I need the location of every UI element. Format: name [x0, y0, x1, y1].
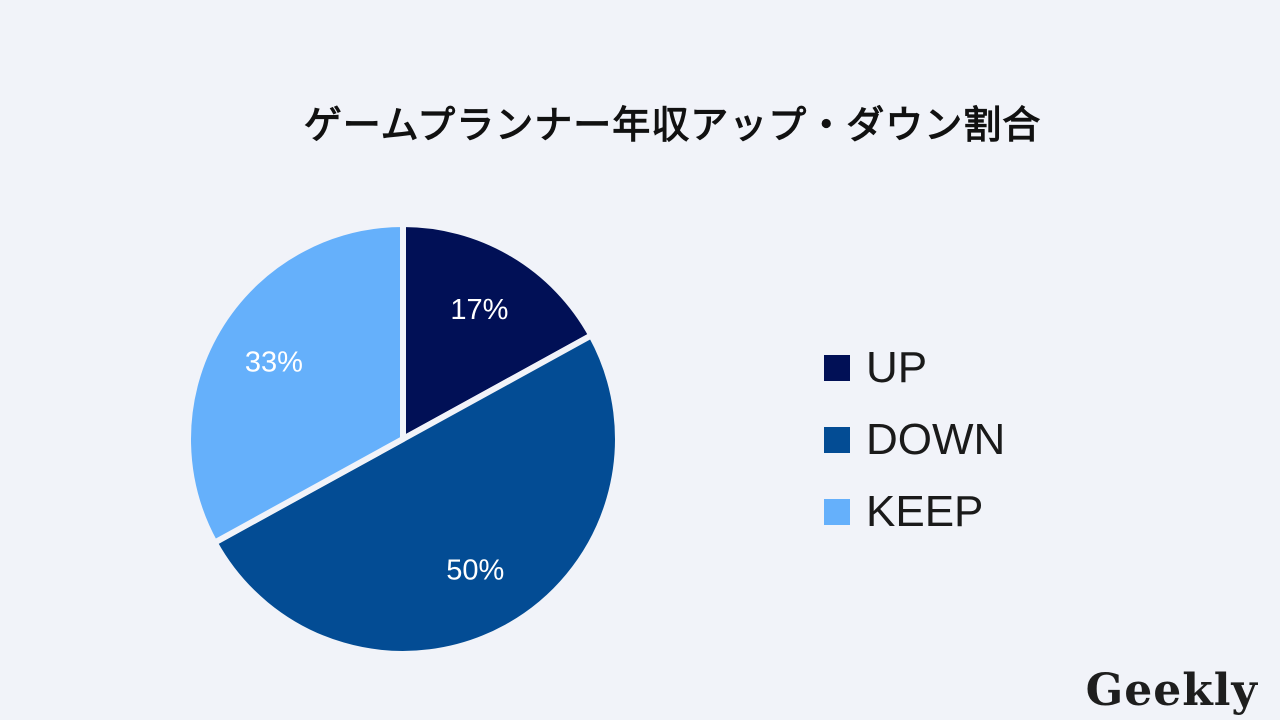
legend-item-up: UP [824, 332, 1005, 404]
pie-slice-keep [185, 221, 406, 546]
chart-legend: UP DOWN KEEP [824, 332, 1005, 548]
data-label-up: 17% [450, 294, 508, 326]
legend-swatch-up [824, 355, 850, 381]
legend-item-down: DOWN [824, 404, 1005, 476]
legend-swatch-keep [824, 499, 850, 525]
legend-item-keep: KEEP [824, 476, 1005, 548]
legend-swatch-down [824, 427, 850, 453]
legend-label-up: UP [866, 343, 928, 392]
legend-label-down: DOWN [866, 415, 1006, 464]
data-label-keep: 33% [245, 347, 303, 379]
chart-title: ゲームプランナー年収アップ・ダウン割合 [303, 103, 1042, 147]
pie-slice-down [211, 332, 621, 657]
legend-label-keep: KEEP [866, 487, 984, 536]
data-label-down: 50% [446, 554, 504, 586]
brand-logo: Geekly [1085, 665, 1258, 716]
pie-slice-up [400, 221, 595, 442]
